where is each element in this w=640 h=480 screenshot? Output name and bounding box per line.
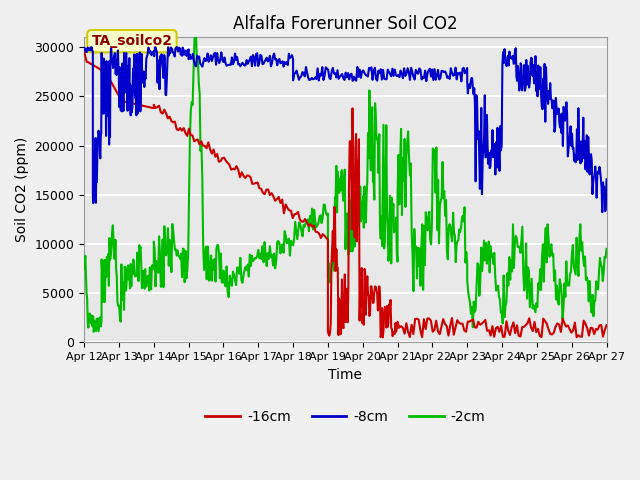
Text: TA_soilco2: TA_soilco2	[92, 34, 172, 48]
Y-axis label: Soil CO2 (ppm): Soil CO2 (ppm)	[15, 137, 29, 242]
X-axis label: Time: Time	[328, 368, 362, 382]
Legend: -16cm, -8cm, -2cm: -16cm, -8cm, -2cm	[200, 404, 491, 430]
Title: Alfalfa Forerunner Soil CO2: Alfalfa Forerunner Soil CO2	[233, 15, 458, 33]
